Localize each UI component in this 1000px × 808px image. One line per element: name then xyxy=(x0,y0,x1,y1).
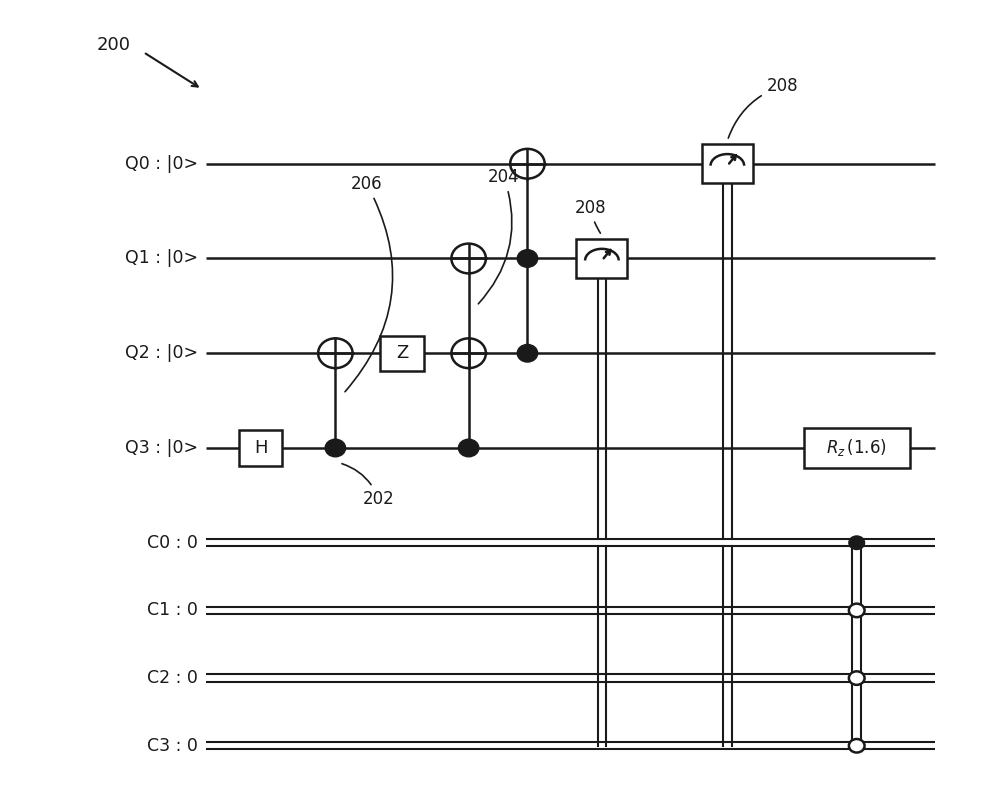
Circle shape xyxy=(325,440,346,457)
Bar xyxy=(804,427,910,469)
Text: C0 : 0: C0 : 0 xyxy=(147,534,198,552)
Circle shape xyxy=(849,604,865,617)
Text: Z: Z xyxy=(396,344,408,362)
Bar xyxy=(702,144,753,183)
Text: Q2 : |0>: Q2 : |0> xyxy=(125,344,198,362)
Text: H: H xyxy=(254,439,268,457)
Text: Q0 : |0>: Q0 : |0> xyxy=(125,155,198,173)
Text: 206: 206 xyxy=(345,175,393,392)
Circle shape xyxy=(517,250,538,267)
Circle shape xyxy=(517,344,538,362)
Text: $R_z\,(1.6)$: $R_z\,(1.6)$ xyxy=(826,437,887,458)
Bar xyxy=(239,431,282,465)
Bar xyxy=(380,335,424,371)
Text: 202: 202 xyxy=(342,464,394,507)
Circle shape xyxy=(458,440,479,457)
Text: 204: 204 xyxy=(478,168,520,304)
Text: Q1 : |0>: Q1 : |0> xyxy=(125,250,198,267)
Circle shape xyxy=(849,671,865,685)
Text: Q3 : |0>: Q3 : |0> xyxy=(125,439,198,457)
Text: C2 : 0: C2 : 0 xyxy=(147,669,198,687)
Text: C3 : 0: C3 : 0 xyxy=(147,737,198,755)
Circle shape xyxy=(849,536,865,549)
Text: 200: 200 xyxy=(96,36,130,54)
Text: 208: 208 xyxy=(574,199,606,234)
Circle shape xyxy=(849,739,865,752)
Text: C1 : 0: C1 : 0 xyxy=(147,601,198,620)
Text: 208: 208 xyxy=(728,77,798,138)
Bar xyxy=(576,239,627,278)
